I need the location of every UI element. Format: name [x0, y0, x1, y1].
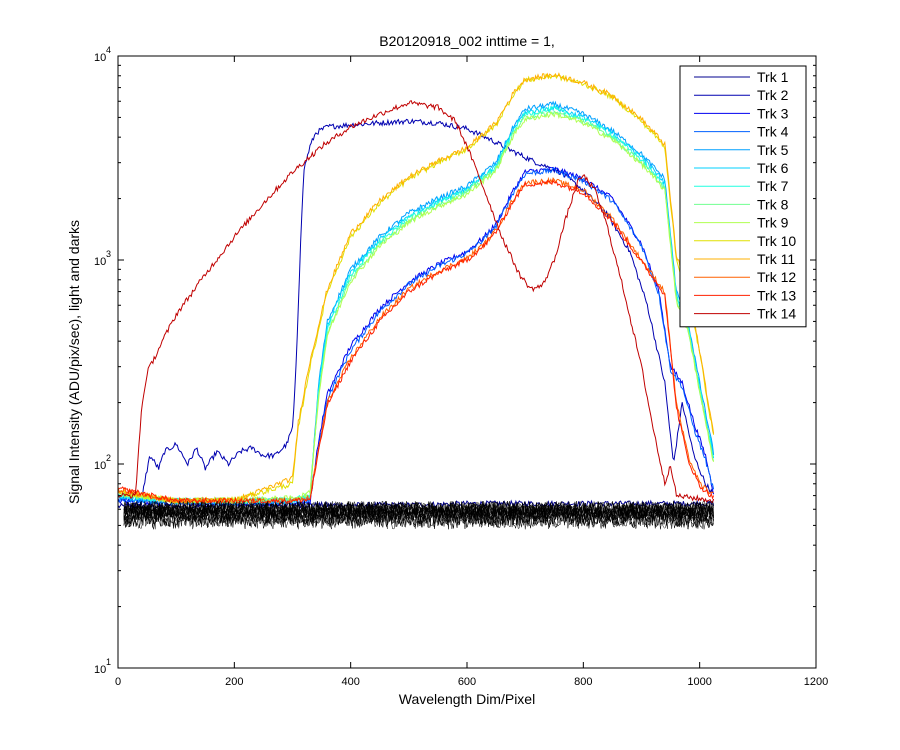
dark-noise-layer	[123, 500, 714, 530]
y-axis-label: Signal Intensity (ADU/pix/sec), light an…	[66, 220, 82, 504]
legend-box	[679, 65, 807, 328]
legend-label: Trk 9	[757, 215, 789, 231]
y-tick-label-base: 10	[94, 460, 106, 472]
dark-series-line	[123, 503, 714, 520]
x-tick-label: 1000	[687, 676, 711, 688]
x-tick-label: 200	[225, 676, 243, 688]
y-tick-label-base: 10	[94, 52, 106, 64]
legend-label: Trk 11	[757, 251, 795, 267]
legend-label: Trk 12	[757, 269, 796, 285]
dark-series-line	[123, 512, 714, 529]
legend-label: Trk 10	[757, 233, 796, 249]
y-tick-label-exponent: 2	[106, 453, 111, 463]
dark-series-line	[123, 504, 714, 521]
legend-label: Trk 1	[757, 69, 789, 85]
y-tick-label-exponent: 4	[106, 45, 111, 55]
legend-label: Trk 7	[757, 178, 789, 194]
legend-label: Trk 8	[757, 196, 789, 212]
y-tick-label-exponent: 1	[106, 657, 111, 667]
y-tick-label-base: 10	[94, 256, 106, 268]
x-axis: 0 200 400 600 800 1000 1200	[115, 56, 828, 688]
x-tick-label: 400	[341, 676, 359, 688]
legend-label: Trk 14	[757, 306, 796, 322]
legend-label: Trk 5	[757, 142, 789, 158]
legend-label: Trk 3	[757, 105, 789, 121]
x-tick-label: 800	[574, 676, 592, 688]
legend-label: Trk 4	[757, 124, 789, 140]
x-tick-label: 600	[458, 676, 476, 688]
legend: Trk 1 Trk 2 Trk 3 Trk 4 Trk 5 Trk 6 Trk 7 Trk 8…	[679, 65, 807, 328]
y-tick-label-exponent: 3	[106, 249, 111, 259]
chart-title: B20120918_002 inttime = 1,	[379, 33, 555, 49]
legend-label: Trk 6	[757, 160, 789, 176]
legend-label: Trk 2	[757, 87, 789, 103]
y-tick-label-base: 10	[94, 664, 106, 676]
legend-label: Trk 13	[757, 287, 796, 303]
x-tick-label: 0	[115, 676, 121, 688]
x-axis-label: Wavelength Dim/Pixel	[399, 691, 535, 707]
x-tick-label: 1200	[804, 676, 828, 688]
series-line	[117, 100, 715, 504]
